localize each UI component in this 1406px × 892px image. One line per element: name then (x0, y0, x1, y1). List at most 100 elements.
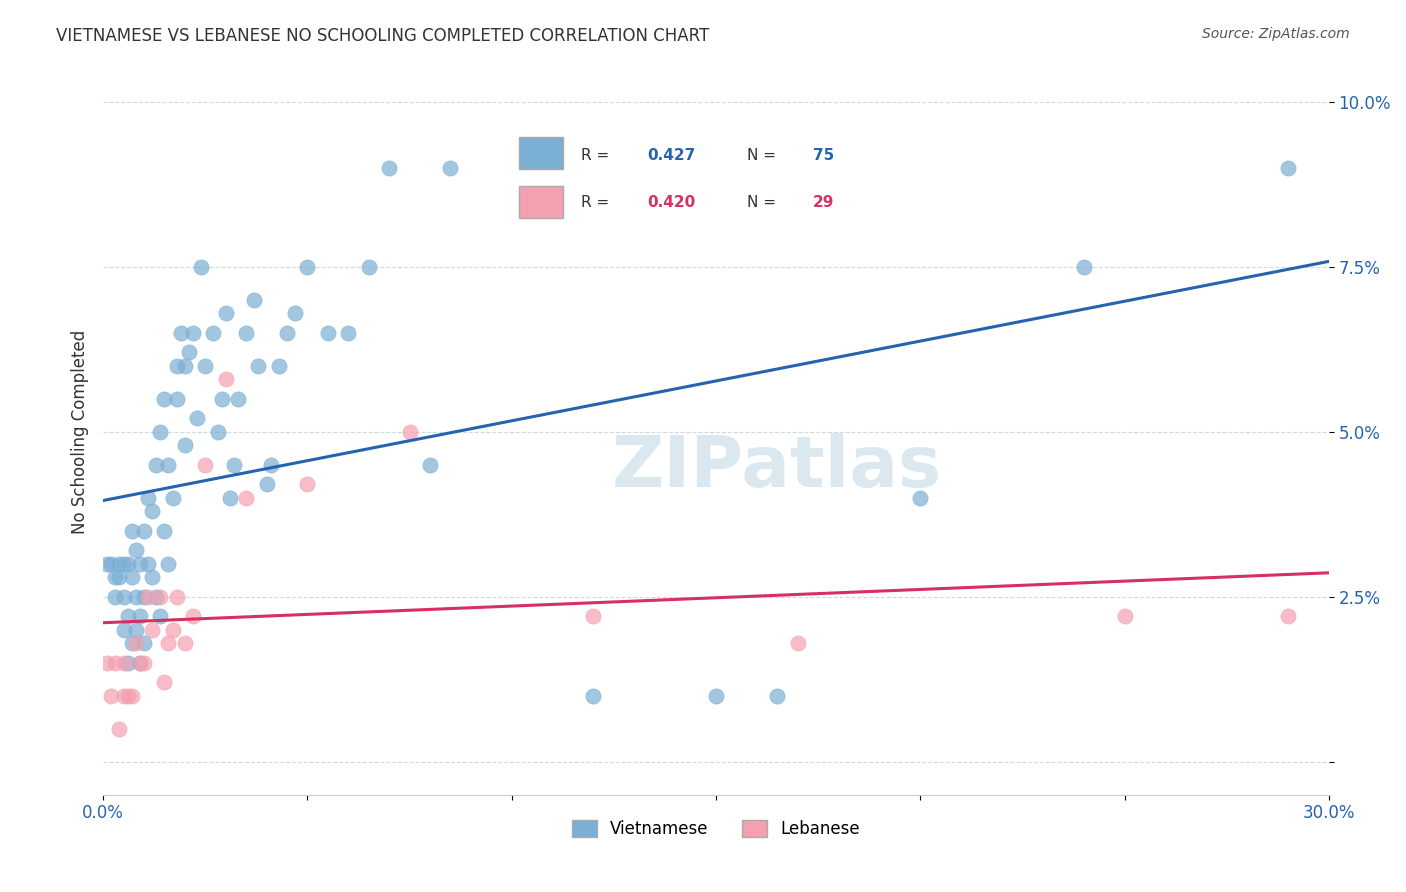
Point (910, 491, 932, 505)
Point (190, 260, 212, 274)
Point (226, 392, 249, 406)
Point (112, 656, 135, 670)
Point (316, 326, 339, 340)
Point (132, 590, 155, 604)
Point (173, 359, 195, 373)
Point (243, 293, 266, 307)
Point (112, 689, 135, 703)
Point (297, 477, 319, 491)
Point (104, 590, 127, 604)
Point (96, 557, 118, 571)
Point (297, 260, 319, 274)
Point (157, 636, 180, 650)
Point (125, 543, 148, 558)
Point (1277, 161, 1299, 175)
Point (112, 557, 135, 571)
Point (100, 689, 122, 703)
Point (194, 359, 217, 373)
Point (1114, 609, 1136, 624)
Text: ZIPatlas: ZIPatlas (612, 434, 942, 502)
Point (132, 524, 155, 538)
Point (786, 636, 808, 650)
Point (173, 438, 195, 452)
Point (100, 557, 122, 571)
Point (267, 359, 290, 373)
Point (129, 656, 152, 670)
Point (439, 161, 461, 175)
Point (582, 689, 605, 703)
Point (121, 524, 143, 538)
Point (96, 656, 118, 670)
Point (117, 689, 139, 703)
Point (357, 260, 380, 274)
Point (153, 675, 176, 690)
Point (215, 306, 238, 320)
Point (129, 557, 152, 571)
Y-axis label: No Schooling Completed: No Schooling Completed (72, 329, 89, 533)
Point (108, 557, 131, 571)
Point (173, 636, 195, 650)
Point (141, 504, 163, 518)
Point (125, 636, 148, 650)
Point (149, 609, 172, 624)
Point (136, 557, 159, 571)
Point (141, 570, 163, 584)
Point (162, 623, 184, 637)
Point (215, 372, 238, 386)
Point (125, 623, 148, 637)
Point (162, 491, 184, 505)
Point (132, 636, 155, 650)
Point (181, 326, 204, 340)
Point (186, 411, 208, 425)
Point (218, 491, 240, 505)
Legend: Vietnamese, Lebanese: Vietnamese, Lebanese (565, 813, 866, 845)
Point (153, 392, 176, 406)
Point (108, 722, 131, 736)
Point (136, 590, 159, 604)
Point (211, 392, 233, 406)
Point (121, 570, 143, 584)
Point (166, 392, 188, 406)
Point (153, 524, 176, 538)
Point (117, 656, 139, 670)
Point (256, 477, 278, 491)
Point (1277, 609, 1299, 624)
Point (222, 458, 245, 472)
Point (194, 458, 217, 472)
Text: Source: ZipAtlas.com: Source: ZipAtlas.com (1202, 27, 1350, 41)
Point (378, 161, 401, 175)
Point (145, 458, 167, 472)
Point (766, 689, 789, 703)
Point (121, 689, 143, 703)
Point (112, 590, 135, 604)
Point (145, 590, 167, 604)
Point (104, 570, 127, 584)
Point (259, 458, 281, 472)
Point (104, 656, 127, 670)
Point (419, 458, 441, 472)
Point (112, 623, 135, 637)
Point (207, 425, 229, 439)
Point (157, 557, 180, 571)
Point (166, 359, 188, 373)
Point (704, 689, 727, 703)
Point (141, 623, 163, 637)
Point (129, 609, 152, 624)
Point (129, 656, 152, 670)
Point (582, 609, 605, 624)
Point (398, 425, 420, 439)
Point (125, 590, 148, 604)
Point (117, 557, 139, 571)
Point (136, 491, 159, 505)
Point (235, 326, 257, 340)
Point (117, 609, 139, 624)
Point (166, 590, 188, 604)
Point (247, 359, 270, 373)
Point (149, 590, 172, 604)
Point (149, 425, 172, 439)
Point (276, 326, 298, 340)
Point (337, 326, 360, 340)
Point (177, 345, 200, 359)
Point (170, 326, 193, 340)
Point (235, 491, 257, 505)
